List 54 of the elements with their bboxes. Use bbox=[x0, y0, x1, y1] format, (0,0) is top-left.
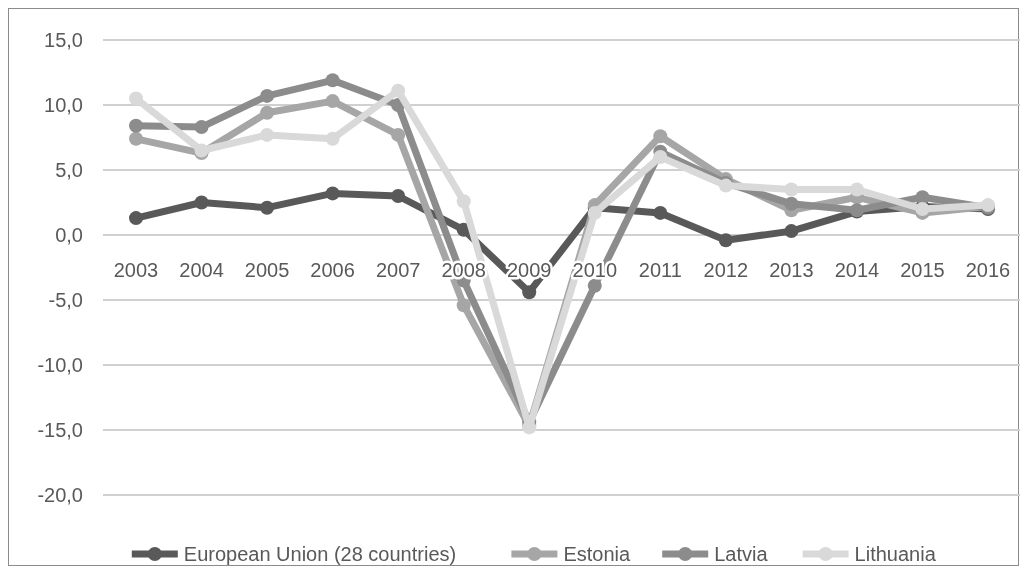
point bbox=[784, 182, 799, 197]
point bbox=[194, 120, 209, 135]
point bbox=[456, 194, 471, 209]
legend-label: Lithuania bbox=[854, 543, 937, 565]
point bbox=[391, 189, 406, 203]
point bbox=[784, 224, 799, 239]
point bbox=[653, 205, 668, 220]
point bbox=[653, 150, 668, 164]
x-tick-label: 2005 bbox=[244, 259, 290, 281]
x-tick-label: 2007 bbox=[375, 259, 421, 281]
legend-label: Estonia bbox=[563, 543, 631, 565]
point bbox=[522, 285, 537, 300]
point bbox=[784, 196, 799, 211]
point bbox=[260, 105, 275, 120]
x-tick-label: 2004 bbox=[179, 259, 224, 281]
point bbox=[325, 94, 340, 109]
x-tick-label: 2003 bbox=[113, 259, 159, 281]
point bbox=[456, 298, 471, 313]
point bbox=[915, 190, 930, 205]
point bbox=[325, 131, 340, 146]
x-tick-label: 2013 bbox=[769, 259, 814, 281]
x-tick-label: 2011 bbox=[638, 259, 682, 281]
x-tick-label: 2014 bbox=[834, 259, 880, 281]
point bbox=[325, 186, 340, 201]
point bbox=[129, 211, 143, 226]
y-tick-label: 15,0 bbox=[44, 29, 83, 51]
y-tick-label: -10,0 bbox=[37, 354, 83, 376]
point bbox=[260, 200, 275, 215]
y-tick-label: -15,0 bbox=[37, 419, 83, 441]
point bbox=[194, 195, 209, 210]
y-tick-label: 5,0 bbox=[55, 159, 83, 181]
point bbox=[129, 118, 143, 133]
x-tick-label: 2015 bbox=[900, 259, 945, 281]
point bbox=[260, 127, 275, 142]
y-tick-label: 0,0 bbox=[55, 224, 83, 246]
legend-label: Latvia bbox=[714, 543, 769, 565]
y-tick-label: 10,0 bbox=[44, 94, 83, 116]
y-tick-label: -20,0 bbox=[37, 484, 83, 506]
y-tick-label: -5,0 bbox=[48, 289, 83, 311]
point bbox=[391, 83, 406, 98]
point bbox=[587, 278, 602, 293]
legend-label: European Union (28 countries) bbox=[183, 543, 457, 565]
point bbox=[587, 205, 602, 220]
point bbox=[718, 233, 733, 248]
x-tick-label: 2016 bbox=[965, 259, 1011, 281]
point bbox=[260, 88, 275, 103]
point bbox=[325, 73, 340, 88]
point bbox=[653, 129, 668, 144]
x-tick-label: 2012 bbox=[703, 259, 749, 281]
point bbox=[129, 91, 143, 106]
x-tick-label: 2006 bbox=[310, 259, 355, 281]
point bbox=[391, 127, 406, 142]
point bbox=[129, 131, 143, 146]
point bbox=[849, 182, 864, 197]
